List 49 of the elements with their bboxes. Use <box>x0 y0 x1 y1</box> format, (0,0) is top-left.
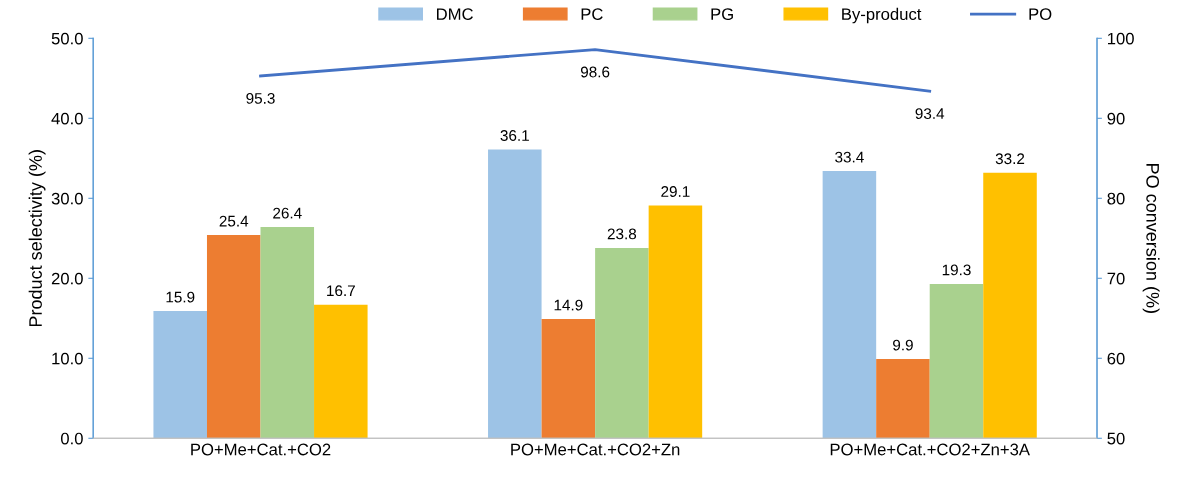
bar <box>153 311 207 439</box>
y-tick-label: 0.0 <box>60 432 83 445</box>
y2-tick-label: 70 <box>1107 272 1125 285</box>
legend-label: PC <box>581 8 603 21</box>
data-label: 93.4 <box>915 108 945 119</box>
data-label: 26.4 <box>273 207 302 219</box>
x-tick-label: PO+Me+Cat.+CO2 <box>191 443 331 456</box>
bar <box>876 359 930 439</box>
data-label: 19.3 <box>942 264 971 276</box>
y2-tick-label: 50 <box>1107 432 1125 445</box>
bar <box>314 304 368 439</box>
x-tick-label: PO+Me+Cat.+CO2+Zn <box>511 443 680 456</box>
bar <box>541 319 596 439</box>
data-label: 15.9 <box>166 291 195 303</box>
y2-tick-label: 60 <box>1107 352 1125 365</box>
bar <box>206 235 261 439</box>
y-tick-label: 50.0 <box>51 32 83 45</box>
y-tick-label: 10.0 <box>52 352 83 365</box>
bar <box>929 283 984 439</box>
y2-tick-label: 90 <box>1107 112 1125 125</box>
x-tick-label: PO+Me+Cat.+CO2+Zn+3A <box>830 443 1030 456</box>
data-label: 29.1 <box>661 186 690 197</box>
bar <box>595 247 649 439</box>
data-label: 9.9 <box>893 339 913 351</box>
legend-label: PO <box>1029 8 1052 21</box>
legend-label: By-product <box>842 7 922 24</box>
data-label: 23.8 <box>607 228 637 240</box>
bar <box>648 205 703 439</box>
bar <box>488 149 542 439</box>
y-tick-label: 40.0 <box>51 112 83 125</box>
bar <box>260 227 315 439</box>
legend-label: DMC <box>437 8 473 21</box>
data-label: 33.2 <box>995 153 1025 165</box>
bar <box>822 171 877 439</box>
data-label: 16.7 <box>327 285 355 297</box>
y2-axis-title: PO conversion (%) <box>1142 164 1160 313</box>
bar <box>983 172 1037 439</box>
data-label: 14.9 <box>554 299 583 311</box>
data-label: 95.3 <box>246 92 275 104</box>
data-label: 36.1 <box>500 130 529 141</box>
data-label: 25.4 <box>219 215 249 227</box>
data-label: 98.6 <box>580 66 610 78</box>
data-label: 33.4 <box>835 151 864 163</box>
y2-tick-label: 100 <box>1108 32 1134 45</box>
y-tick-label: 30.0 <box>51 192 83 205</box>
legend-label: PG <box>711 8 733 21</box>
y-tick-label: 20.0 <box>51 272 83 285</box>
y-axis-title: Product selectivity (%) <box>28 150 46 327</box>
y2-tick-label: 80 <box>1107 192 1125 205</box>
